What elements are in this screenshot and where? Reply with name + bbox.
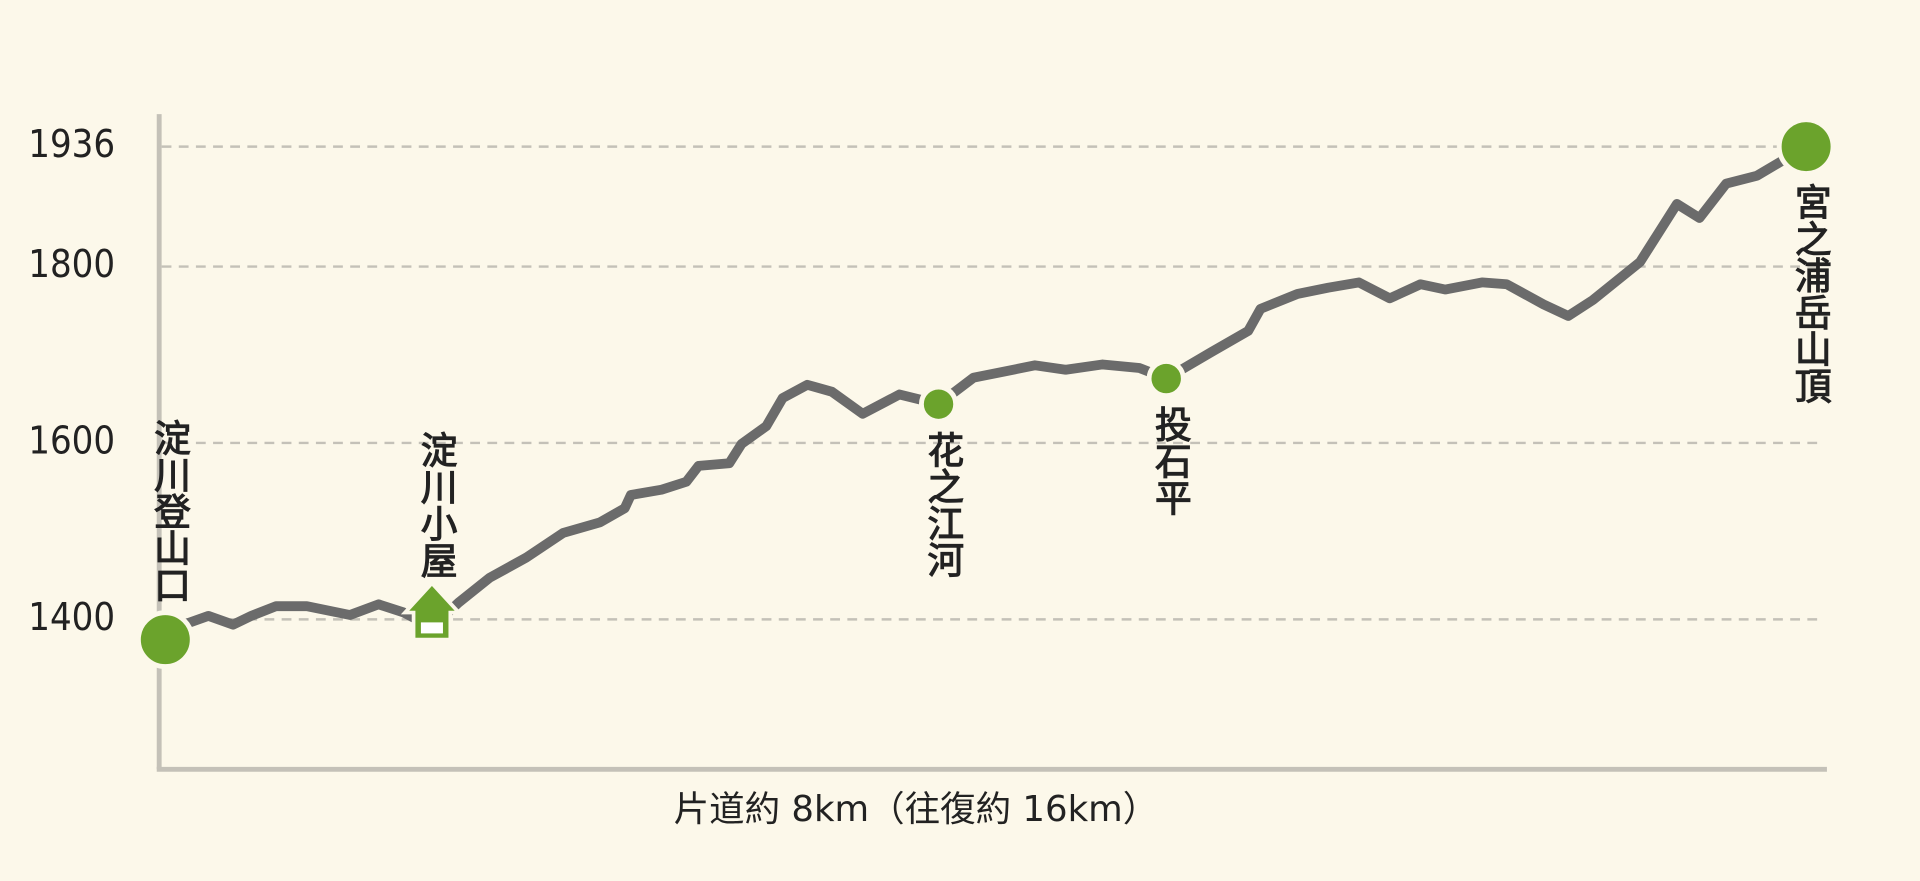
- waypoint-label: 宮之浦岳山頂: [1788, 183, 1831, 403]
- hut-door: [420, 622, 443, 634]
- hut-shape: [400, 580, 464, 642]
- y-tick-label: 1936: [28, 122, 115, 166]
- x-axis-label: 片道約 8km（往復約 16km）: [674, 789, 1159, 830]
- waypoint-marker: [1776, 117, 1836, 176]
- waypoint-label: 投石平: [1148, 406, 1192, 516]
- waypoint-label: 花之江河: [921, 431, 964, 578]
- waypoint-label: 淀川小屋: [414, 431, 457, 578]
- waypoint-marker: [135, 610, 195, 670]
- hut-marker: [400, 580, 464, 642]
- y-tick-label: 1400: [28, 595, 115, 639]
- y-tick-label: 1600: [28, 418, 115, 462]
- waypoint-marker: [1146, 358, 1186, 399]
- y-tick-label: 1800: [28, 242, 115, 286]
- waypoint-marker: [918, 384, 959, 424]
- waypoint-label: 淀川登山口: [147, 419, 191, 603]
